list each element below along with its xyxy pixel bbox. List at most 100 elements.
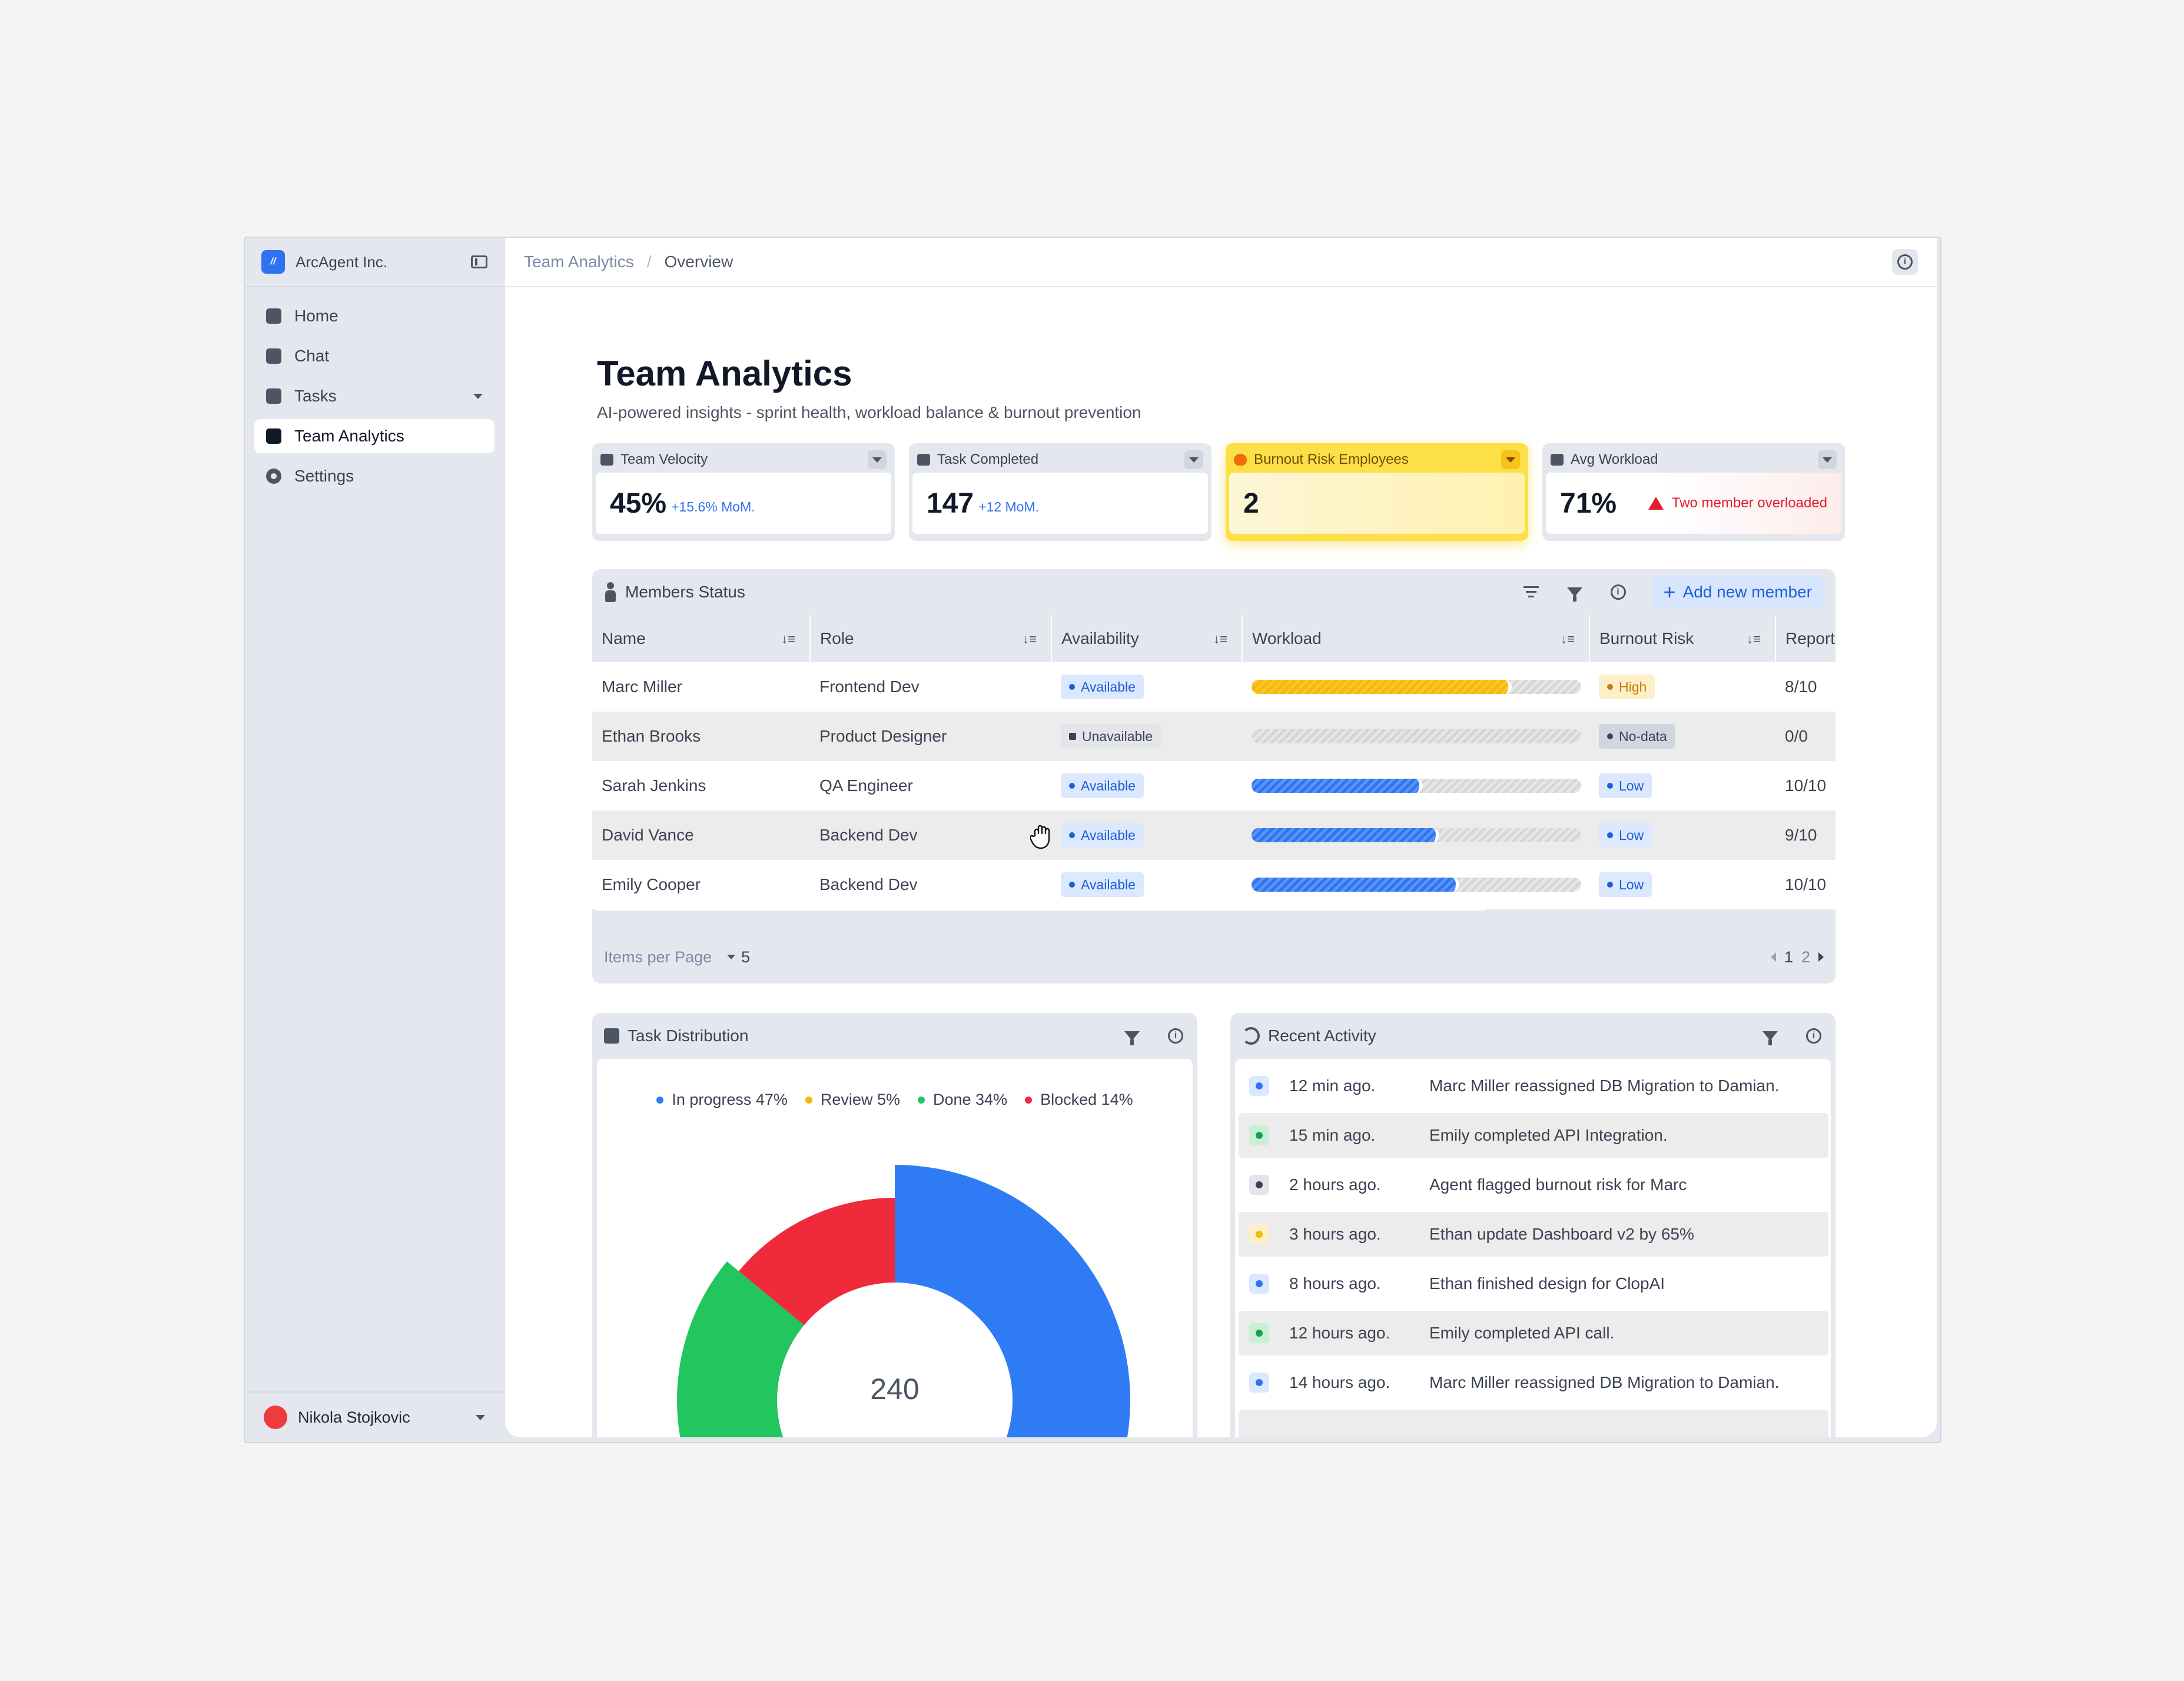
chevron-left-icon[interactable] [1770, 952, 1776, 962]
info-button[interactable]: i [1166, 1026, 1186, 1046]
filter-button[interactable] [1760, 1026, 1780, 1046]
kpi-header: Team Velocity [596, 447, 891, 473]
table-row[interactable]: Sarah Jenkins QA Engineer Available Low 10/1… [592, 761, 1836, 810]
sort-lines-button[interactable] [1521, 582, 1541, 602]
info-button[interactable]: i [1608, 582, 1628, 602]
donut-slice-blocked[interactable] [738, 1198, 895, 1325]
cell-workload [1242, 712, 1589, 761]
chevron-right-icon[interactable] [1818, 952, 1824, 962]
sort-icon[interactable]: ↓≡ [781, 632, 795, 646]
chevron-down-icon[interactable] [473, 393, 483, 399]
task-distribution-tools: i [1122, 1026, 1186, 1046]
arcagent-logo: // [261, 250, 285, 274]
status-dot [1069, 832, 1075, 838]
avatar [264, 1406, 287, 1429]
filter-button[interactable] [1122, 1026, 1142, 1046]
sort-icon[interactable]: ↓≡ [1023, 632, 1037, 646]
page-subtitle: AI-powered insights - sprint health, wor… [597, 403, 1141, 421]
legend-item-done[interactable]: Done 34% [917, 1091, 1007, 1109]
activity-text: Emily completed API call. [1429, 1324, 1615, 1342]
kpi-dropdown-button[interactable] [1184, 450, 1203, 469]
list-item[interactable]: 15 min ago. Emily completed API Integrati… [1239, 1113, 1828, 1158]
chevron-down-icon [872, 457, 882, 463]
availability-badge: Available [1061, 872, 1144, 897]
column-header-role[interactable]: Role ↓≡ [810, 615, 1052, 662]
list-item[interactable]: 8 hours ago. Ethan finished design for Cl… [1239, 1261, 1828, 1306]
activity-text: Ethan update Dashboard v2 by 65% [1429, 1225, 1694, 1243]
sidebar-item-team-analytics[interactable]: Team Analytics [254, 419, 494, 453]
column-header-name[interactable]: Name ↓≡ [592, 615, 811, 662]
horizontal-scrollbar[interactable] [595, 905, 1487, 911]
kpi-alert-text: Two member overloaded [1671, 495, 1827, 511]
table-row[interactable]: Ethan Brooks Product Designer Unavailable N… [592, 712, 1836, 761]
status-dot [1069, 684, 1075, 690]
column-header-report[interactable]: Report [1775, 615, 1836, 662]
cell-report: 0/0 [1775, 712, 1836, 761]
legend-item-blocked[interactable]: Blocked 14% [1025, 1091, 1133, 1109]
cell-name: Ethan Brooks [592, 712, 810, 761]
activity-time: 3 hours ago. [1289, 1225, 1381, 1243]
page-info-button[interactable]: i [1892, 249, 1918, 275]
kpi-dropdown-button[interactable] [1501, 450, 1520, 469]
availability-label: Available [1081, 778, 1136, 793]
legend-item-review[interactable]: Review 5% [805, 1091, 900, 1109]
page-2[interactable]: 2 [1801, 948, 1810, 966]
cell-report: 8/10 [1775, 662, 1836, 712]
sidebar-item-tasks[interactable]: Tasks [254, 379, 494, 413]
kpi-burnout-risk: Burnout Risk Employees 2 [1226, 443, 1528, 541]
info-icon: i [1168, 1028, 1183, 1044]
donut-slice-done[interactable] [677, 1261, 880, 1437]
checkbox-icon [917, 454, 930, 466]
task-distribution-title: Task Distribution [628, 1026, 749, 1045]
items-per-page-select[interactable]: 5 [741, 948, 751, 966]
sidebar-toggle-icon[interactable] [471, 255, 487, 268]
list-item[interactable]: 3 hours ago. Ethan update Dashboard v2 by… [1239, 1212, 1828, 1257]
column-header-burnout-risk[interactable]: Burnout Risk ↓≡ [1589, 615, 1776, 662]
column-label: Role [820, 629, 854, 647]
sort-icon[interactable]: ↓≡ [1747, 632, 1761, 646]
legend-item-in-progress[interactable]: In progress 47% [656, 1091, 788, 1109]
kpi-dropdown-button[interactable] [1818, 450, 1837, 469]
list-item[interactable]: 12 hours ago. Emily completed API call. [1239, 1311, 1828, 1356]
cell-workload [1242, 860, 1589, 909]
org-name: ArcAgent Inc. [296, 253, 388, 271]
chevron-down-icon[interactable] [727, 955, 736, 959]
table-row[interactable]: Emily Cooper Backend Dev Available Low 10/10 [592, 860, 1836, 909]
sidebar-item-settings[interactable]: Settings [254, 459, 494, 493]
table-row[interactable]: Marc Miller Frontend Dev Available High 8/10 [592, 662, 1836, 712]
column-header-workload[interactable]: Workload ↓≡ [1242, 615, 1590, 662]
list-item[interactable]: 14 hours ago. Marc Miller reassigned DB M… [1239, 1360, 1828, 1405]
kpi-row: Team Velocity 45% +15.6% MoM. Task Compl… [592, 443, 1845, 541]
flame-icon [1607, 684, 1613, 690]
drop-icon [1607, 832, 1613, 838]
members-table-body: Marc Miller Frontend Dev Available High 8/10… [592, 662, 1836, 909]
table-header-row: Name ↓≡ Role ↓≡ Availability ↓≡ Workload ↓≡ … [592, 615, 1836, 662]
activity-time: 12 hours ago. [1289, 1324, 1390, 1342]
list-item[interactable]: 12 min ago. Marc Miller reassigned DB Mig… [1239, 1064, 1828, 1108]
chevron-down-icon[interactable] [476, 1414, 485, 1420]
breadcrumb: Team Analytics / Overview i [505, 238, 1937, 287]
availability-badge: Available [1061, 675, 1144, 699]
cell-workload [1242, 761, 1589, 810]
workload-bar [1252, 680, 1581, 694]
sidebar-item-home[interactable]: Home [254, 299, 494, 333]
breadcrumb-current: Overview [664, 253, 733, 271]
legend-dot [917, 1096, 925, 1104]
page-1[interactable]: 1 [1784, 948, 1793, 966]
add-member-button[interactable]: + Add new member [1651, 575, 1824, 609]
sort-icon[interactable]: ↓≡ [1213, 632, 1227, 646]
kpi-dropdown-button[interactable] [868, 450, 887, 469]
chevron-down-icon [1506, 457, 1515, 463]
table-row[interactable]: David Vance Backend Dev Available Low 9/10 [592, 810, 1836, 860]
sort-icon[interactable]: ↓≡ [1561, 632, 1575, 646]
breadcrumb-parent[interactable]: Team Analytics [524, 253, 634, 271]
list-item[interactable]: 2 hours ago. Agent flagged burnout risk f… [1239, 1162, 1828, 1207]
filter-button[interactable] [1565, 582, 1585, 602]
info-button[interactable]: i [1804, 1026, 1824, 1046]
donut-slice-in-progress[interactable] [895, 1165, 1130, 1437]
bank-icon [266, 308, 281, 324]
sidebar-item-chat[interactable]: Chat [254, 339, 494, 373]
task-distribution-panel: Task Distribution i In progress 47% Revi… [592, 1013, 1197, 1437]
user-menu[interactable]: Nikola Stojkovic [245, 1391, 504, 1442]
column-header-availability[interactable]: Availability ↓≡ [1051, 615, 1243, 662]
